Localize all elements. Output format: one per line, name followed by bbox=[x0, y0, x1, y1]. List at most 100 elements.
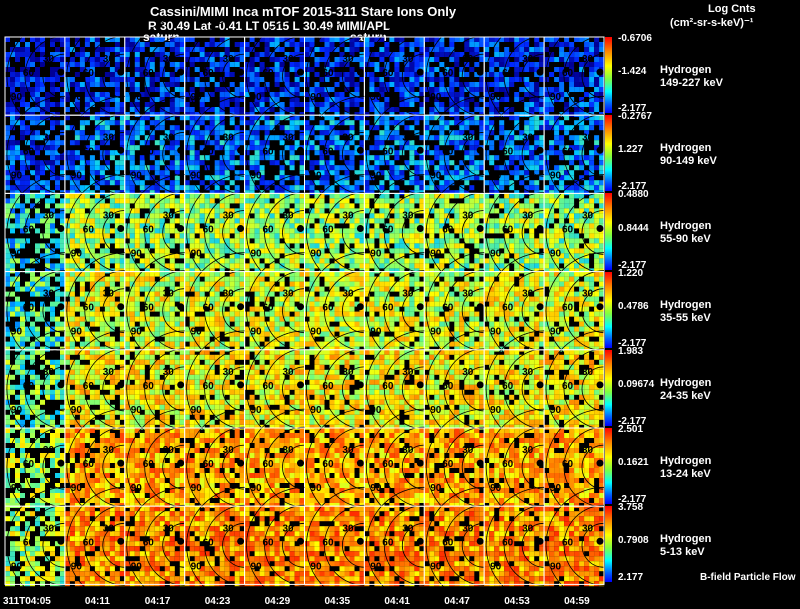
contour-label: 30 bbox=[163, 132, 175, 143]
panel-r6-c8: 30 60 90 bbox=[484, 486, 545, 604]
contour-label: 90 bbox=[71, 92, 83, 103]
contour-label: 90 bbox=[310, 92, 322, 103]
contour-label: 60 bbox=[83, 225, 95, 236]
colorbar-max: 3.758 bbox=[618, 502, 644, 514]
contour-label: 30 bbox=[342, 445, 354, 456]
contour-label: 30 bbox=[582, 289, 594, 300]
row-energy-label: 24-35 keV bbox=[660, 389, 711, 402]
panel-r3-c1: 30 60 90 bbox=[64, 252, 125, 370]
contour-label: 60 bbox=[203, 68, 215, 79]
row-species-label: Hydrogen bbox=[660, 533, 712, 546]
contour-label: 90 bbox=[71, 170, 83, 181]
contour-label: 90 bbox=[430, 483, 442, 494]
contour-label: 60 bbox=[23, 537, 35, 548]
contour-label: 90 bbox=[550, 92, 562, 103]
contour-label: 90 bbox=[131, 92, 143, 103]
contour-label: 60 bbox=[83, 537, 95, 548]
contour-label: 30 bbox=[103, 132, 115, 143]
contour-label: 90 bbox=[71, 561, 83, 572]
contour-label: 30 bbox=[103, 445, 115, 456]
panel-r1-c4: 30 60 90 bbox=[244, 95, 305, 213]
contour-label: 30 bbox=[163, 445, 175, 456]
panel-r2-c4: 30 60 90 bbox=[244, 174, 305, 291]
contour-label: 60 bbox=[23, 459, 35, 470]
panel-r4-c0: 30 60 90 bbox=[5, 330, 65, 448]
contour-label: 30 bbox=[462, 367, 474, 378]
row-energy-label: 149-227 keV bbox=[660, 77, 723, 89]
panel-r6-c4: 30 60 90 bbox=[244, 486, 305, 604]
panel-r2-c8: 30 60 90 bbox=[484, 174, 545, 291]
colorbar bbox=[605, 271, 612, 348]
row-energy-label: 13-24 keV bbox=[660, 468, 711, 480]
contour-label: 30 bbox=[402, 54, 414, 65]
panel-r1-c8: 30 60 90 bbox=[484, 95, 545, 213]
panel-r5-c9: 30 60 90 bbox=[544, 408, 605, 526]
panel-r6-c6: 30 60 90 bbox=[364, 486, 425, 604]
colorbar-mid: 0.1621 bbox=[618, 457, 649, 469]
time-label: 04:47 bbox=[444, 596, 470, 607]
panel-r0-c2: 30 60 90 bbox=[124, 17, 185, 135]
contour-label: 60 bbox=[442, 537, 454, 548]
contour-label: 60 bbox=[203, 381, 215, 392]
contour-label: 90 bbox=[430, 92, 442, 103]
contour-label: 30 bbox=[283, 211, 295, 222]
contour-label: 60 bbox=[203, 537, 215, 548]
row-species-label: Hydrogen bbox=[660, 455, 712, 467]
contour-label: 60 bbox=[562, 459, 574, 470]
panel-r6-c9: 30 60 90 bbox=[544, 486, 605, 604]
contour-label: 60 bbox=[382, 381, 394, 392]
panel-r3-c5: 30 60 90 bbox=[304, 252, 365, 370]
contour-label: 90 bbox=[490, 483, 502, 494]
panel-r3-c6: 30 60 90 bbox=[364, 252, 425, 370]
contour-label: 60 bbox=[562, 225, 574, 236]
contour-label: 30 bbox=[402, 523, 414, 534]
contour-label: 60 bbox=[23, 381, 35, 392]
contour-label: 60 bbox=[23, 303, 35, 314]
contour-label: 60 bbox=[203, 303, 215, 314]
contour-label: 90 bbox=[490, 327, 502, 338]
contour-label: 60 bbox=[562, 146, 574, 157]
contour-label: 60 bbox=[23, 146, 35, 157]
contour-label: 90 bbox=[251, 561, 263, 572]
contour-label: 90 bbox=[251, 405, 263, 416]
contour-label: 90 bbox=[310, 561, 322, 572]
contour-label: 90 bbox=[11, 405, 23, 416]
colorbar-units: (cm²-sr-s-keV)⁻¹ bbox=[670, 17, 754, 29]
contour-label: 90 bbox=[11, 327, 23, 338]
contour-label: 90 bbox=[191, 405, 203, 416]
contour-label: 60 bbox=[562, 303, 574, 314]
panel-r3-c8: 30 60 90 bbox=[484, 252, 545, 370]
contour-label: 30 bbox=[462, 445, 474, 456]
colorbar-min: -2.177 bbox=[618, 337, 647, 349]
panel-r4-c7: 30 60 90 bbox=[424, 330, 485, 448]
contour-label: 30 bbox=[43, 523, 55, 534]
contour-label: 90 bbox=[490, 405, 502, 416]
contour-label: 30 bbox=[342, 211, 354, 222]
contour-label: 60 bbox=[442, 303, 454, 314]
contour-label: 30 bbox=[163, 367, 175, 378]
contour-label: 60 bbox=[143, 459, 155, 470]
panel-r5-c1: 30 60 90 bbox=[64, 408, 125, 526]
colorbar-max: 2.501 bbox=[618, 424, 644, 435]
panel-r2-c9: 30 60 90 bbox=[544, 174, 605, 291]
contour-label: 30 bbox=[163, 211, 175, 222]
contour-label: 60 bbox=[382, 146, 394, 157]
contour-label: 30 bbox=[462, 211, 474, 222]
contour-label: 60 bbox=[83, 381, 95, 392]
panel-r2-c5: 30 60 90 bbox=[304, 174, 365, 291]
contour-label: 60 bbox=[382, 303, 394, 314]
contour-label: 90 bbox=[550, 561, 562, 572]
panel-r6-c1: 30 60 90 bbox=[64, 486, 125, 604]
contour-label: 90 bbox=[191, 327, 203, 338]
contour-label: 90 bbox=[550, 405, 562, 416]
contour-label: 30 bbox=[103, 289, 115, 300]
contour-label: 30 bbox=[582, 211, 594, 222]
contour-label: 60 bbox=[382, 459, 394, 470]
contour-label: 30 bbox=[223, 445, 235, 456]
contour-label: 30 bbox=[163, 523, 175, 534]
contour-label: 60 bbox=[322, 146, 334, 157]
panel-r2-c3: 30 60 90 bbox=[184, 174, 245, 291]
time-label: 311T04:05 bbox=[3, 596, 51, 607]
contour-label: 90 bbox=[490, 249, 502, 260]
colorbar bbox=[605, 193, 612, 270]
